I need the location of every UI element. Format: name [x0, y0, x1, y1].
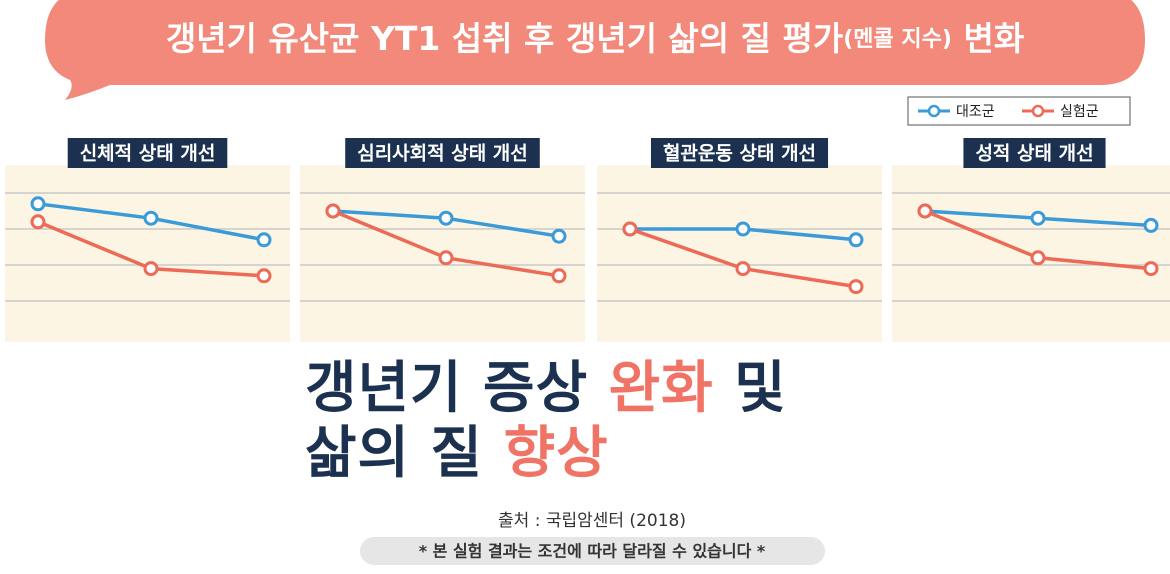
point [551, 268, 567, 284]
point [438, 210, 454, 226]
chart-panel [5, 165, 290, 342]
chart-title: 혈관운동 상태 개선 [663, 142, 816, 165]
point [1143, 217, 1159, 233]
point [735, 261, 751, 277]
headline-part: 갱년기 증상 [305, 356, 588, 421]
point [143, 261, 159, 277]
title-part: (멘콜 지수) [843, 27, 952, 52]
point [30, 214, 46, 230]
point [735, 221, 751, 237]
point [1030, 250, 1046, 266]
point [848, 232, 864, 248]
point [256, 268, 272, 284]
main-title: 갱년기 유산균 YT1 섭취 후 갱년기 삶의 질 평가(멘콜 지수) 변화 [166, 19, 1024, 58]
point [551, 228, 567, 244]
point [1030, 210, 1046, 226]
note-pill [360, 537, 825, 565]
point [848, 279, 864, 295]
headline-line: 삶의 질 향상 [305, 421, 609, 486]
headline-line: 갱년기 증상 완화 및 [305, 356, 787, 421]
chart-title: 성적 상태 개선 [975, 143, 1093, 165]
note: * 본 실험 결과는 조건에 따라 달라질 수 있습니다 * [419, 542, 766, 561]
point [438, 250, 454, 266]
headline-part: 및 [734, 356, 787, 421]
chart-title-box [650, 138, 829, 168]
chart-title: 심리사회적 상태 개선 [357, 143, 528, 165]
legend-label: 대조군 [956, 104, 995, 120]
legend-marker [927, 104, 941, 118]
headline-highlight: 향상 [504, 421, 609, 486]
point [143, 210, 159, 226]
point [1143, 261, 1159, 277]
headline-highlight: 완화 [609, 356, 714, 421]
legend-marker [1031, 104, 1045, 118]
source: 출처 : 국립암센터 (2018) [498, 511, 686, 531]
point [622, 221, 638, 237]
legend-label: 실험군 [1060, 104, 1099, 120]
title-banner [45, 0, 1145, 100]
title-part: 갱년기 유산균 YT1 섭취 후 갱년기 삶의 질 평가 [166, 19, 843, 58]
point [325, 203, 341, 219]
point [917, 203, 933, 219]
chart-title-box [67, 138, 228, 168]
point [30, 196, 46, 212]
point [256, 232, 272, 248]
chart-panel [597, 165, 882, 342]
headline-part: 삶의 질 [305, 421, 483, 486]
title-part: 변화 [963, 19, 1024, 58]
chart-title-box [963, 138, 1106, 168]
chart-title-box [345, 138, 540, 168]
chart-title: 신체적 상태 개선 [80, 143, 216, 165]
